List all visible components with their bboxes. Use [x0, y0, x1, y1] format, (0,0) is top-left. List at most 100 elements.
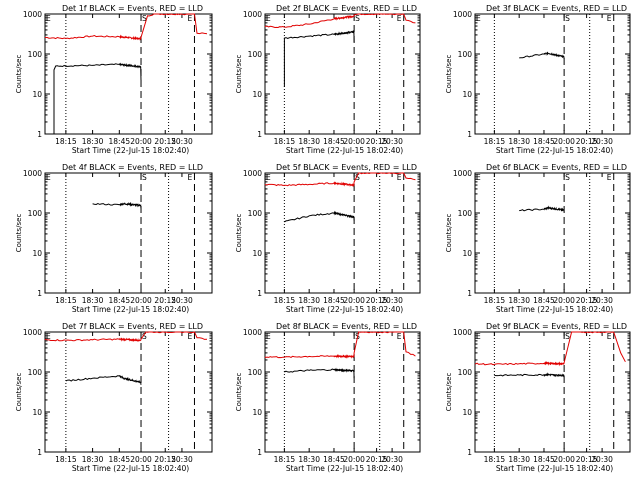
- plot-frame: [44, 331, 213, 453]
- x-tick-label: 20:15: [154, 137, 176, 146]
- chart-panel-1: Det 1f BLACK = Events, RED = LLD 1 10 100 10…: [15, 4, 213, 155]
- events-series-line: [284, 367, 355, 379]
- x-tick-label: 18:15: [484, 455, 506, 464]
- marker-label-s: S: [142, 332, 147, 341]
- marker-label-s: S: [565, 173, 570, 182]
- events-series-line: [92, 201, 142, 209]
- marker-label-e: E: [476, 173, 481, 182]
- marker-label-e: E: [187, 332, 192, 341]
- y-tick-label: 10: [252, 90, 262, 99]
- chart-panel-5: Det 5f BLACK = Events, RED = LLD 1 10 100 10…: [235, 163, 421, 314]
- x-tick-label: 18:15: [274, 296, 296, 305]
- x-tick-label: 20:15: [366, 455, 388, 464]
- marker-label-e: E: [46, 332, 51, 341]
- panel-title: Det 9f BLACK = Events, RED = LLD: [486, 322, 627, 331]
- plot-frame: [264, 172, 421, 294]
- plot-frame: [44, 172, 213, 294]
- x-tick-label: 18:30: [508, 296, 530, 305]
- y-axis-label: Counts/sec: [445, 373, 453, 412]
- marker-label-e: E: [187, 173, 192, 182]
- y-tick-label: 1: [257, 289, 262, 298]
- x-tick-label: 20:30: [591, 137, 613, 146]
- y-tick-label: 100: [458, 368, 473, 377]
- x-axis-label: Start Time (22-Jul-15 18:02:40): [72, 305, 189, 314]
- y-tick-label: 10: [32, 90, 42, 99]
- x-tick-label: 20:15: [576, 137, 598, 146]
- x-tick-label: 20:30: [381, 296, 403, 305]
- marker-label-e: E: [46, 14, 51, 23]
- panel-title: Det 2f BLACK = Events, RED = LLD: [276, 4, 417, 13]
- lld-series-line: [264, 13, 416, 29]
- chart-panel-7: Det 7f BLACK = Events, RED = LLD 1 10 100 10…: [15, 322, 213, 473]
- x-tick-label: 18:45: [323, 137, 345, 146]
- marker-label-s: S: [355, 14, 360, 23]
- y-axis-label: Counts/sec: [445, 214, 453, 253]
- lld-series-line: [264, 172, 416, 188]
- y-tick-label: 100: [28, 209, 43, 218]
- x-tick-label: 20:15: [366, 296, 388, 305]
- x-axis-label: Start Time (22-Jul-15 18:02:40): [496, 305, 613, 314]
- x-tick-label: 20:00: [343, 296, 365, 305]
- y-tick-label: 100: [248, 368, 263, 377]
- plot-frame: [44, 13, 213, 135]
- x-tick-label: 20:00: [343, 455, 365, 464]
- x-tick-label: 20:30: [171, 296, 193, 305]
- marker-label-e: E: [46, 173, 51, 182]
- marker-label-e: E: [607, 173, 612, 182]
- chart-panel-4: Det 4f BLACK = Events, RED = LLD 1 10 100 10…: [15, 163, 213, 314]
- y-tick-label: 1000: [243, 169, 262, 178]
- events-series-line: [519, 205, 565, 212]
- y-axis-label: Counts/sec: [235, 373, 243, 412]
- x-axis-label: Start Time (22-Jul-15 18:02:40): [72, 464, 189, 473]
- marker-label-s: S: [142, 173, 147, 182]
- events-series-line: [65, 374, 142, 385]
- marker-label-e: E: [397, 14, 402, 23]
- x-tick-label: 18:45: [323, 296, 345, 305]
- marker-label-s: S: [565, 332, 570, 341]
- y-tick-label: 10: [252, 249, 262, 258]
- marker-label-e: E: [607, 14, 612, 23]
- x-tick-label: 18:15: [484, 296, 506, 305]
- x-tick-label: 18:45: [533, 137, 555, 146]
- marker-label-e: E: [187, 14, 192, 23]
- x-tick-label: 20:30: [381, 455, 403, 464]
- x-tick-label: 20:30: [381, 137, 403, 146]
- x-tick-label: 20:00: [130, 296, 152, 305]
- y-tick-label: 1: [467, 448, 472, 457]
- marker-label-s: S: [565, 14, 570, 23]
- y-axis-label: Counts/sec: [445, 55, 453, 94]
- x-axis-label: Start Time (22-Jul-15 18:02:40): [72, 146, 189, 155]
- y-tick-label: 1000: [453, 10, 472, 19]
- marker-label-e: E: [266, 332, 271, 341]
- chart-panel-2: Det 2f BLACK = Events, RED = LLD 1 10 100 10…: [235, 4, 421, 155]
- x-tick-label: 18:30: [298, 137, 320, 146]
- plot-frame: [264, 331, 421, 453]
- x-tick-label: 18:45: [323, 455, 345, 464]
- chart-panel-9: Det 9f BLACK = Events, RED = LLD 1 10 100 10…: [445, 322, 631, 473]
- marker-label-e: E: [476, 332, 481, 341]
- x-tick-label: 18:15: [484, 137, 506, 146]
- x-tick-label: 20:30: [591, 455, 613, 464]
- panel-title: Det 8f BLACK = Events, RED = LLD: [276, 322, 417, 331]
- x-axis-label: Start Time (22-Jul-15 18:02:40): [496, 146, 613, 155]
- x-tick-label: 20:00: [553, 296, 575, 305]
- y-tick-label: 10: [252, 408, 262, 417]
- chart-panel-6: Det 6f BLACK = Events, RED = LLD 1 10 100 10…: [445, 163, 631, 314]
- marker-label-e: E: [476, 14, 481, 23]
- y-axis-label: Counts/sec: [235, 55, 243, 94]
- x-axis-label: Start Time (22-Jul-15 18:02:40): [286, 464, 403, 473]
- x-axis-label: Start Time (22-Jul-15 18:02:40): [286, 305, 403, 314]
- lld-series-line: [44, 13, 208, 41]
- y-tick-label: 10: [462, 408, 472, 417]
- y-axis-label: Counts/sec: [15, 214, 23, 253]
- y-tick-label: 100: [458, 209, 473, 218]
- panel-title: Det 1f BLACK = Events, RED = LLD: [62, 4, 203, 13]
- y-tick-label: 10: [462, 249, 472, 258]
- events-series-line: [519, 51, 565, 60]
- x-tick-label: 20:30: [171, 455, 193, 464]
- panel-title: Det 3f BLACK = Events, RED = LLD: [486, 4, 627, 13]
- marker-label-e: E: [266, 14, 271, 23]
- marker-label-e: E: [397, 173, 402, 182]
- y-tick-label: 1: [257, 448, 262, 457]
